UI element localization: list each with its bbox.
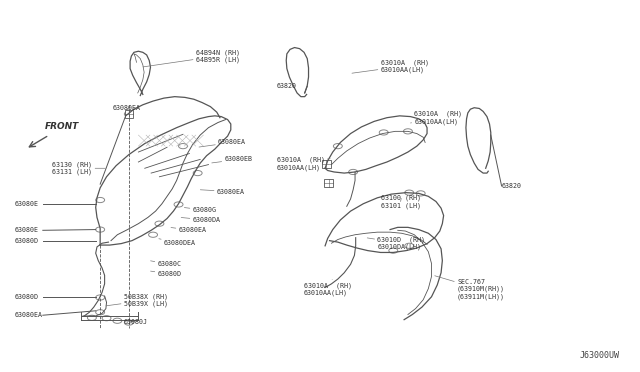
Text: 63080EA: 63080EA (171, 227, 207, 233)
Text: 63080EA: 63080EA (200, 189, 244, 195)
Text: 63080DEA: 63080DEA (159, 239, 196, 246)
Text: 63100 (RH)
63101 (LH): 63100 (RH) 63101 (LH) (381, 195, 420, 209)
Text: 63010A  (RH)
63010AA(LH): 63010A (RH) 63010AA(LH) (304, 280, 352, 296)
Text: 63080D: 63080D (14, 294, 38, 300)
Bar (324, 179, 333, 187)
Text: FRONT: FRONT (45, 122, 79, 131)
Text: 63080J: 63080J (124, 319, 148, 325)
Text: 64B94N (RH)
64B95R (LH): 64B94N (RH) 64B95R (LH) (143, 49, 240, 67)
Text: 63010A  (RH)
63010AA(LH): 63010A (RH) 63010AA(LH) (352, 59, 429, 73)
Bar (125, 110, 132, 118)
Bar (322, 160, 331, 168)
Text: 63820: 63820 (276, 83, 297, 89)
Text: 63080E: 63080E (14, 227, 38, 233)
Text: 63010D  (RH)
63010DA(LH): 63010D (RH) 63010DA(LH) (367, 236, 426, 250)
Text: J63000UW: J63000UW (579, 350, 620, 359)
Text: 63080EA: 63080EA (199, 140, 246, 147)
Text: 63010A  (RH)
63010AA(LH): 63010A (RH) 63010AA(LH) (411, 111, 462, 125)
Text: 63080C: 63080C (150, 261, 182, 267)
Text: 63080E: 63080E (14, 202, 38, 208)
Text: 63010A  (RH)
63010AA(LH): 63010A (RH) 63010AA(LH) (276, 157, 330, 171)
Text: 50B38X (RH)
50B39X (LH): 50B38X (RH) 50B39X (LH) (106, 294, 168, 308)
Text: 63080EA: 63080EA (113, 106, 141, 112)
Text: 63080EA: 63080EA (14, 312, 42, 318)
Text: 63080D: 63080D (14, 238, 38, 244)
Text: 63080DA: 63080DA (181, 217, 221, 223)
Text: 63080EB: 63080EB (212, 156, 252, 163)
Text: 63080G: 63080G (184, 207, 216, 213)
Text: 63080D: 63080D (150, 271, 182, 277)
Text: 63820: 63820 (502, 183, 522, 189)
Text: SEC.767
(63910M(RH))
(63911M(LH)): SEC.767 (63910M(RH)) (63911M(LH)) (435, 276, 505, 300)
Text: 63130 (RH)
63131 (LH): 63130 (RH) 63131 (LH) (52, 161, 105, 175)
